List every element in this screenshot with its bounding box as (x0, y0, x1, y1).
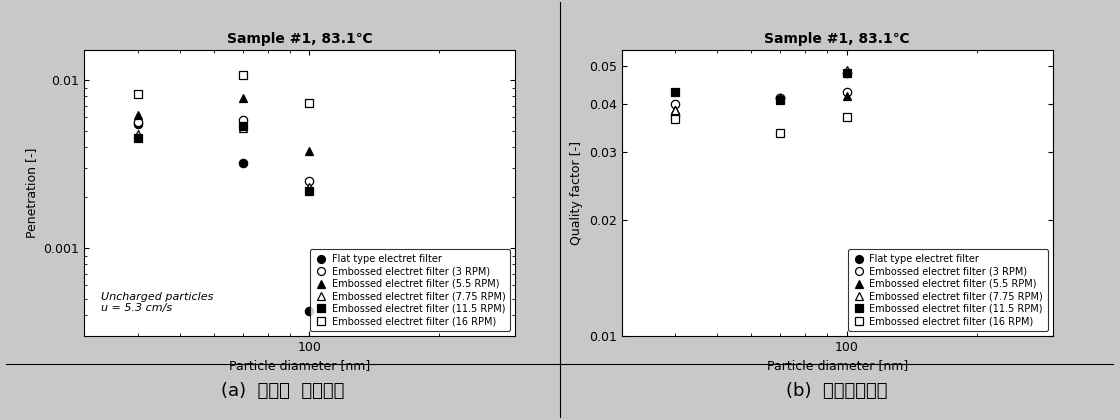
Line: Embossed electret filter (7.75 RPM): Embossed electret filter (7.75 RPM) (133, 123, 314, 192)
Flat type electret filter (840, 71, 853, 76)
Embossed electret filter (16 RPM) (669, 117, 682, 122)
Embossed electret filter (16 RPM) (840, 114, 853, 119)
Flat type electret filter (302, 309, 316, 314)
Line: Embossed electret filter (3 RPM): Embossed electret filter (3 RPM) (133, 116, 314, 185)
Flat type electret filter (236, 161, 250, 166)
Flat type electret filter (131, 121, 144, 126)
Embossed electret filter (5.5 RPM) (131, 113, 144, 118)
Embossed electret filter (3 RPM) (774, 95, 787, 100)
Embossed electret filter (16 RPM) (131, 92, 144, 97)
Embossed electret filter (7.75 RPM) (236, 125, 250, 130)
Embossed electret filter (11.5 RPM) (669, 89, 682, 94)
Legend: Flat type electret filter, Embossed electret filter (3 RPM), Embossed electret f: Flat type electret filter, Embossed elec… (848, 249, 1048, 331)
Line: Embossed electret filter (5.5 RPM): Embossed electret filter (5.5 RPM) (133, 94, 314, 155)
Embossed electret filter (5.5 RPM) (669, 108, 682, 113)
Embossed electret filter (3 RPM) (302, 178, 316, 184)
Embossed electret filter (11.5 RPM) (774, 97, 787, 102)
Line: Embossed electret filter (16 RPM): Embossed electret filter (16 RPM) (671, 113, 851, 138)
Flat type electret filter (774, 95, 787, 100)
Embossed electret filter (3 RPM) (669, 101, 682, 106)
Embossed electret filter (3 RPM) (236, 117, 250, 122)
Embossed electret filter (11.5 RPM) (131, 136, 144, 141)
Title: Sample #1, 83.1℃: Sample #1, 83.1℃ (227, 32, 372, 47)
Embossed electret filter (11.5 RPM) (302, 188, 316, 193)
Text: Uncharged particles
u = 5.3 cm/s: Uncharged particles u = 5.3 cm/s (101, 291, 214, 313)
Y-axis label: Quality factor [-]: Quality factor [-] (570, 141, 584, 245)
Embossed electret filter (3 RPM) (840, 89, 853, 94)
Line: Embossed electret filter (16 RPM): Embossed electret filter (16 RPM) (133, 71, 314, 107)
Text: (b)  필터성능지수: (b) 필터성능지수 (786, 382, 888, 400)
X-axis label: Particle diameter [nm]: Particle diameter [nm] (766, 360, 908, 373)
Text: (a)  필터의  집진효율: (a) 필터의 집진효율 (221, 382, 345, 400)
Embossed electret filter (5.5 RPM) (840, 93, 853, 98)
Embossed electret filter (7.75 RPM) (669, 108, 682, 113)
Embossed electret filter (5.5 RPM) (774, 95, 787, 100)
Line: Embossed electret filter (7.75 RPM): Embossed electret filter (7.75 RPM) (671, 66, 851, 114)
Embossed electret filter (11.5 RPM) (236, 124, 250, 129)
Y-axis label: Penetration [-]: Penetration [-] (25, 148, 38, 239)
Embossed electret filter (7.75 RPM) (840, 67, 853, 72)
Legend: Flat type electret filter, Embossed electret filter (3 RPM), Embossed electret f: Flat type electret filter, Embossed elec… (310, 249, 511, 331)
Embossed electret filter (7.75 RPM) (774, 95, 787, 100)
Line: Flat type electret filter: Flat type electret filter (133, 119, 314, 315)
Line: Embossed electret filter (3 RPM): Embossed electret filter (3 RPM) (671, 87, 851, 108)
Title: Sample #1, 83.1℃: Sample #1, 83.1℃ (765, 32, 909, 47)
Embossed electret filter (7.75 RPM) (131, 131, 144, 136)
Embossed electret filter (11.5 RPM) (840, 71, 853, 76)
Embossed electret filter (16 RPM) (774, 131, 787, 136)
Embossed electret filter (16 RPM) (302, 100, 316, 105)
Line: Flat type electret filter: Flat type electret filter (671, 69, 851, 119)
Embossed electret filter (3 RPM) (131, 120, 144, 125)
Line: Embossed electret filter (11.5 RPM): Embossed electret filter (11.5 RPM) (133, 122, 314, 195)
Embossed electret filter (5.5 RPM) (236, 96, 250, 101)
X-axis label: Particle diameter [nm]: Particle diameter [nm] (228, 360, 371, 373)
Flat type electret filter (669, 112, 682, 117)
Embossed electret filter (5.5 RPM) (302, 148, 316, 153)
Line: Embossed electret filter (11.5 RPM): Embossed electret filter (11.5 RPM) (671, 69, 851, 104)
Embossed electret filter (7.75 RPM) (302, 185, 316, 190)
Line: Embossed electret filter (5.5 RPM): Embossed electret filter (5.5 RPM) (671, 92, 851, 114)
Embossed electret filter (16 RPM) (236, 73, 250, 78)
